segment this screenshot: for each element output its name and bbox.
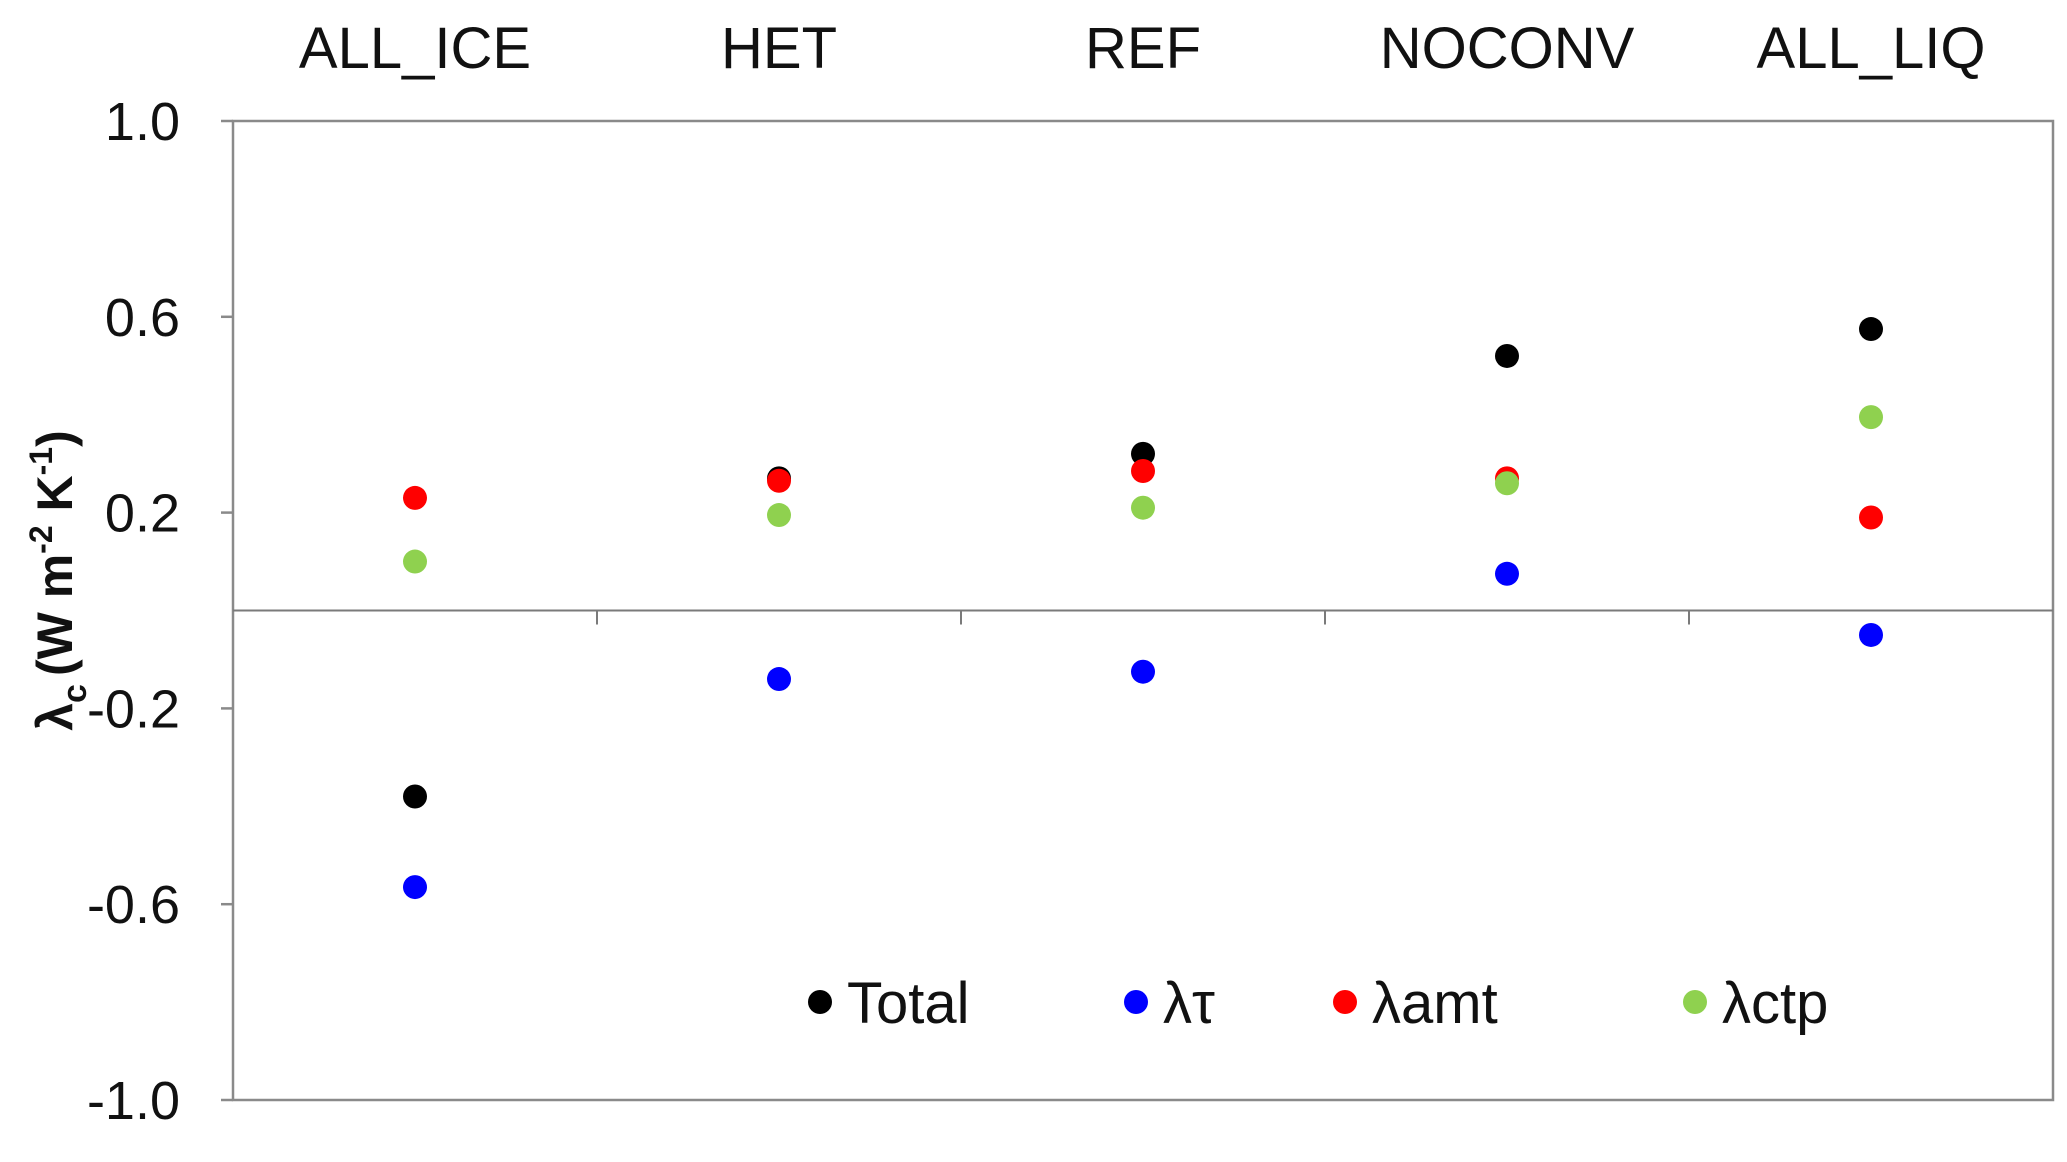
data-point (767, 503, 791, 528)
ylabel-close: ) (27, 430, 83, 447)
data-point (767, 468, 791, 493)
y-tick-label: 1.0 (105, 92, 180, 152)
ylabel-symbol: λ (27, 703, 83, 731)
category-label: NOCONV (1380, 16, 1635, 81)
data-point (1131, 441, 1155, 466)
legend-label: Total (847, 971, 970, 1036)
y-axis-label: λc (W m-2 K-1) (23, 430, 94, 731)
legend-marker (1124, 990, 1148, 1014)
category-labels: ALL_ICE HET REF NOCONV ALL_LIQ (299, 16, 1986, 81)
legend-marker (1683, 990, 1707, 1014)
data-point (1859, 317, 1883, 342)
data-points (403, 317, 1883, 900)
y-tick-label: 0.2 (105, 484, 180, 544)
legend-marker (808, 990, 832, 1014)
data-point (1131, 659, 1155, 684)
data-point (1495, 343, 1519, 368)
data-point (403, 875, 427, 900)
data-point (403, 784, 427, 809)
y-tick-label: 0.6 (105, 288, 180, 348)
category-label: ALL_ICE (299, 16, 531, 81)
data-point (1495, 561, 1519, 586)
legend: Total λτ λamt λctp (808, 971, 1828, 1036)
category-label: HET (721, 16, 837, 81)
ylabel-exponent-1: -2 (23, 525, 59, 553)
y-tick-label: -0.6 (87, 875, 180, 935)
legend-label: λctp (1722, 971, 1828, 1036)
data-point (1859, 405, 1883, 430)
data-point (1131, 495, 1155, 520)
data-point (1859, 622, 1883, 647)
ylabel-units-2: K (27, 475, 83, 525)
legend-marker (1333, 990, 1357, 1014)
data-point (403, 549, 427, 574)
legend-label: λamt (1372, 971, 1498, 1036)
category-label: REF (1085, 16, 1201, 81)
data-point (1495, 471, 1519, 496)
data-point (767, 667, 791, 692)
y-tick-label: -1.0 (87, 1071, 180, 1131)
y-tick-label: -0.2 (87, 679, 180, 739)
legend-label: λτ (1163, 971, 1215, 1036)
ylabel-exponent-2: -1 (23, 447, 59, 475)
data-point (1859, 505, 1883, 530)
ylabel-subscript: c (56, 684, 94, 703)
y-axis: 1.0 0.6 0.2 -0.2 -0.6 -1.0 (87, 92, 233, 1131)
data-point (1131, 458, 1155, 483)
ylabel-units: (W m (27, 554, 83, 676)
category-label: ALL_LIQ (1757, 16, 1986, 81)
zero-axis (233, 609, 2053, 625)
data-point (403, 485, 427, 510)
